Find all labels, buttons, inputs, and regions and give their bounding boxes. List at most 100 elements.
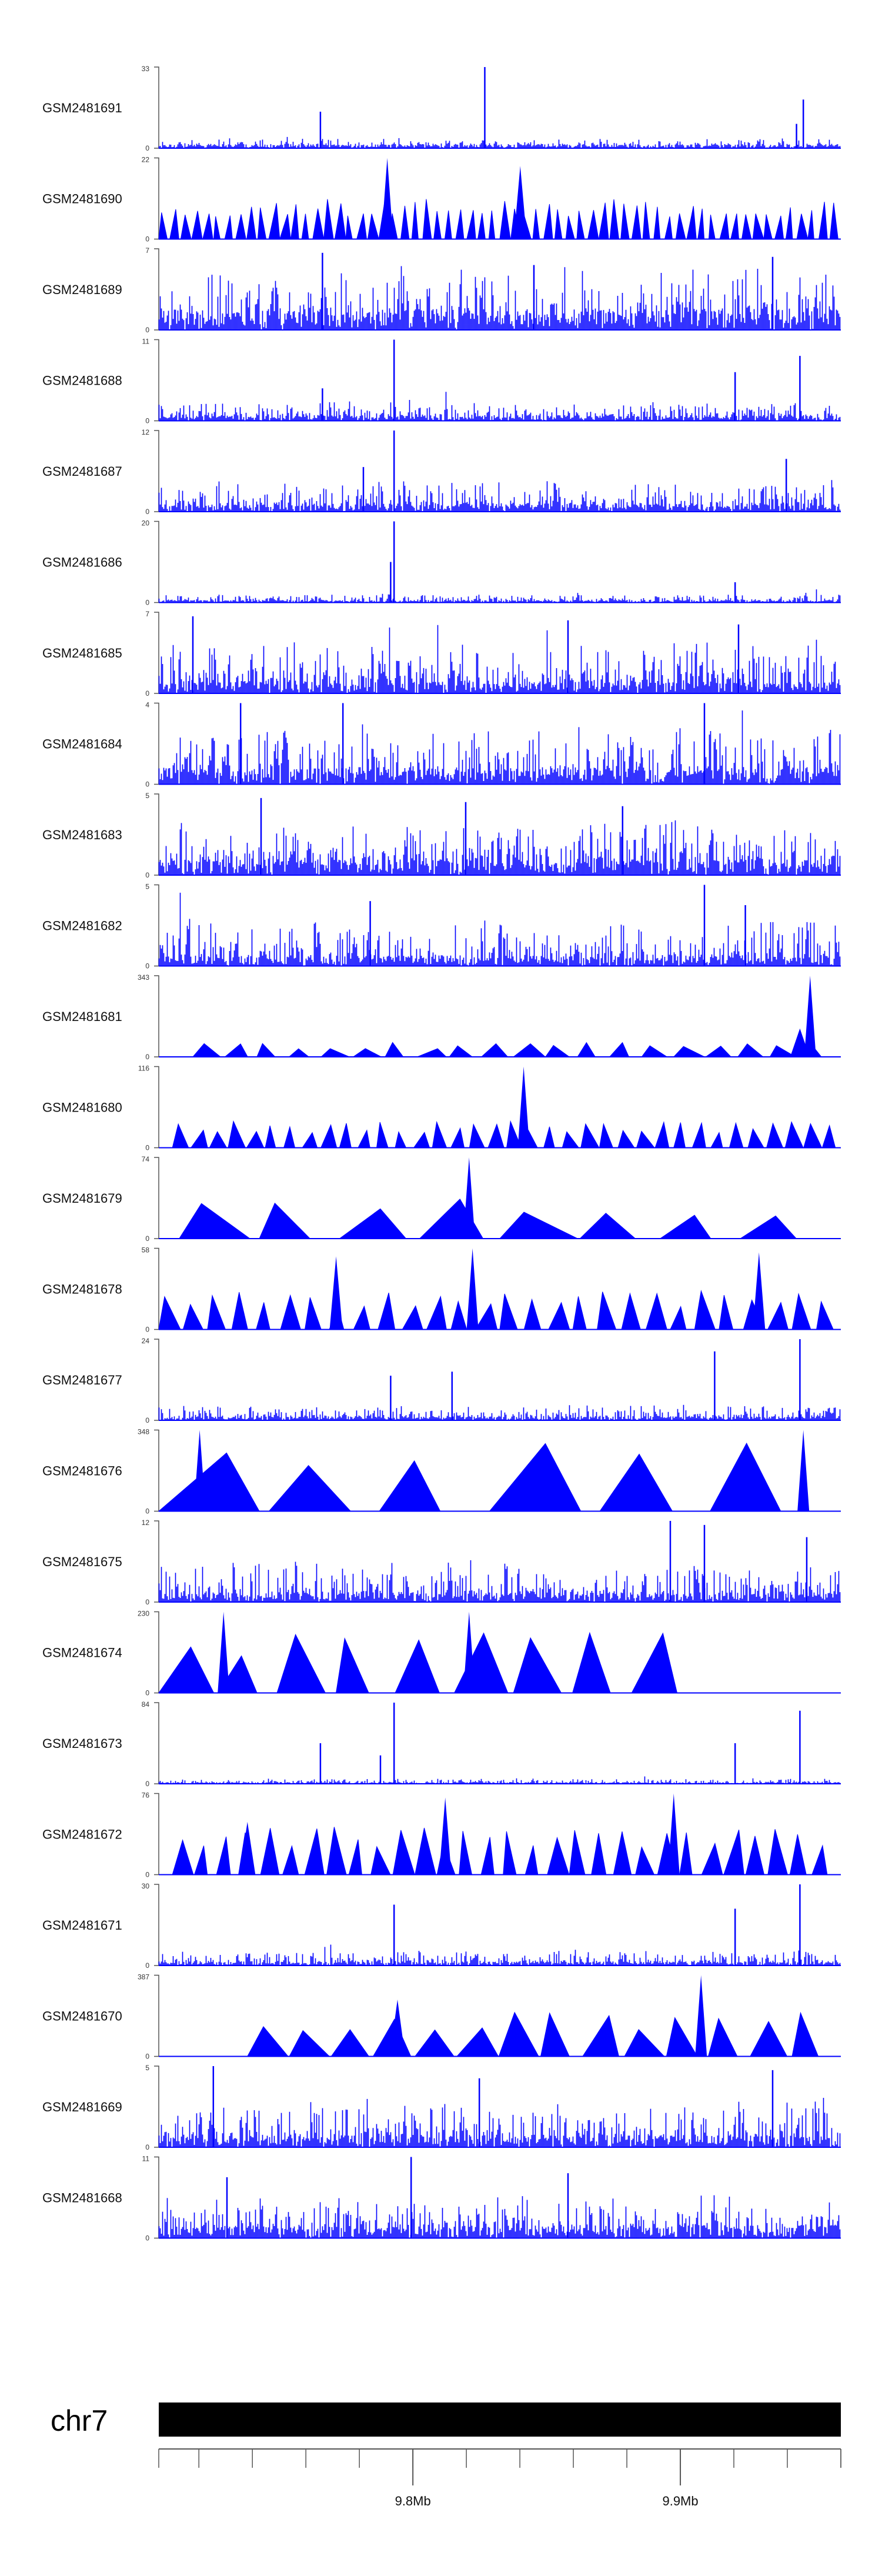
track-GSM2481680: GSM2481680 116 0 — [42, 1065, 841, 1152]
y-axis — [154, 1611, 159, 1694]
signal-bars — [158, 266, 841, 330]
y-min-label: 0 — [145, 689, 149, 698]
y-min-label: 0 — [145, 2143, 149, 2151]
signal-peaks — [192, 1042, 822, 1057]
signal-bars — [158, 2098, 841, 2147]
track-name: GSM2481669 — [42, 2100, 122, 2114]
track-name: GSM2481684 — [42, 737, 122, 752]
signal-spike — [513, 166, 527, 239]
y-max-label: 58 — [142, 1246, 150, 1254]
track-name: GSM2481691 — [42, 101, 122, 115]
signal-bars — [158, 136, 841, 148]
y-max-label: 116 — [138, 1065, 149, 1073]
x-tick-label: 9.8Mb — [395, 2494, 431, 2508]
y-min-label: 0 — [145, 2053, 149, 2061]
y-min-label: 0 — [145, 1053, 149, 1061]
y-min-label: 0 — [145, 871, 149, 879]
y-axis — [154, 975, 159, 1057]
signal-peaks — [158, 1289, 834, 1330]
y-min-label: 0 — [145, 1961, 149, 1970]
y-min-label: 0 — [145, 1780, 149, 1788]
y-axis — [154, 1884, 159, 1966]
y-min-label: 0 — [145, 1416, 149, 1424]
y-min-label: 0 — [145, 144, 149, 152]
y-max-label: 12 — [142, 1519, 150, 1527]
track-name: GSM2481680 — [42, 1100, 122, 1115]
chromosome-label: chr7 — [51, 2404, 108, 2437]
y-min-label: 0 — [145, 417, 149, 425]
y-max-label: 20 — [142, 519, 150, 528]
y-max-label: 387 — [138, 1973, 149, 1981]
track-name: GSM2481686 — [42, 555, 122, 570]
y-max-label: 12 — [142, 428, 150, 436]
y-axis — [154, 339, 159, 422]
track-name: GSM2481672 — [42, 1827, 122, 1842]
y-max-label: 30 — [142, 1882, 150, 1890]
y-max-label: 4 — [145, 701, 149, 709]
track-GSM2481672: GSM2481672 76 0 — [42, 1791, 841, 1879]
signal-spike — [804, 976, 816, 1057]
y-axis — [154, 248, 159, 331]
track-name: GSM2481682 — [42, 919, 122, 933]
signal-spike — [218, 1611, 230, 1693]
signal-peaks — [172, 1827, 828, 1875]
track-name: GSM2481670 — [42, 2009, 122, 2024]
y-min-label: 0 — [145, 2234, 149, 2243]
track-name: GSM2481677 — [42, 1373, 122, 1387]
y-min-label: 0 — [145, 599, 149, 607]
signal-bars — [158, 392, 841, 421]
track-GSM2481675: GSM2481675 12 0 — [42, 1519, 841, 1606]
y-min-label: 0 — [145, 1507, 149, 1516]
y-axis — [154, 612, 159, 694]
signal-spike — [517, 1066, 530, 1148]
signal-bars — [158, 1560, 841, 1602]
y-max-label: 7 — [145, 246, 149, 255]
track-GSM2481674: GSM2481674 230 0 — [42, 1610, 841, 1697]
track-name: GSM2481688 — [42, 373, 122, 388]
y-max-label: 348 — [138, 1428, 149, 1436]
signal-bars — [158, 710, 841, 785]
y-max-label: 230 — [138, 1610, 149, 1618]
track-GSM2481681: GSM2481681 343 0 — [42, 973, 841, 1061]
y-min-label: 0 — [145, 962, 149, 970]
track-name: GSM2481678 — [42, 1282, 122, 1297]
track-GSM2481687: GSM2481687 12 0 — [42, 428, 841, 516]
track-GSM2481678: GSM2481678 58 0 — [42, 1246, 841, 1334]
track-name: GSM2481673 — [42, 1736, 122, 1751]
signal-bars — [158, 892, 841, 966]
y-axis — [154, 793, 159, 876]
track-GSM2481668: GSM2481668 11 0 — [42, 2155, 841, 2243]
y-axis — [154, 157, 159, 240]
signal-peaks — [172, 1120, 836, 1148]
track-name: GSM2481687 — [42, 464, 122, 479]
y-axis — [154, 1247, 159, 1330]
y-axis — [154, 1429, 159, 1512]
y-axis — [154, 66, 159, 149]
signal-bars — [158, 589, 841, 603]
signal-spike — [790, 1028, 810, 1057]
y-min-label: 0 — [145, 326, 149, 334]
chromosome-axis: chr7 9.8Mb 9.9Mb — [51, 2403, 841, 2508]
y-min-label: 0 — [145, 1234, 149, 1243]
signal-spike — [753, 1252, 766, 1330]
y-axis — [154, 1157, 159, 1239]
y-max-label: 84 — [142, 1700, 150, 1709]
y-max-label: 74 — [142, 1155, 150, 1163]
track-GSM2481685: GSM2481685 7 0 — [42, 610, 841, 698]
y-axis — [154, 702, 159, 785]
signal-spike — [463, 1611, 475, 1693]
y-axis — [154, 1793, 159, 1876]
track-GSM2481690: GSM2481690 22 0 — [42, 156, 841, 243]
y-max-label: 11 — [142, 2155, 150, 2163]
signal-bars — [158, 1404, 841, 1420]
y-min-label: 0 — [145, 1144, 149, 1152]
signal-spike — [381, 158, 393, 239]
track-GSM2481684: GSM2481684 4 0 — [42, 701, 841, 789]
chromosome-ideogram — [159, 2403, 841, 2437]
y-max-label: 5 — [145, 883, 149, 891]
signal-bars — [158, 1944, 841, 1966]
signal-peaks — [178, 1198, 797, 1239]
y-max-label: 22 — [142, 156, 150, 164]
y-axis — [154, 2156, 159, 2239]
